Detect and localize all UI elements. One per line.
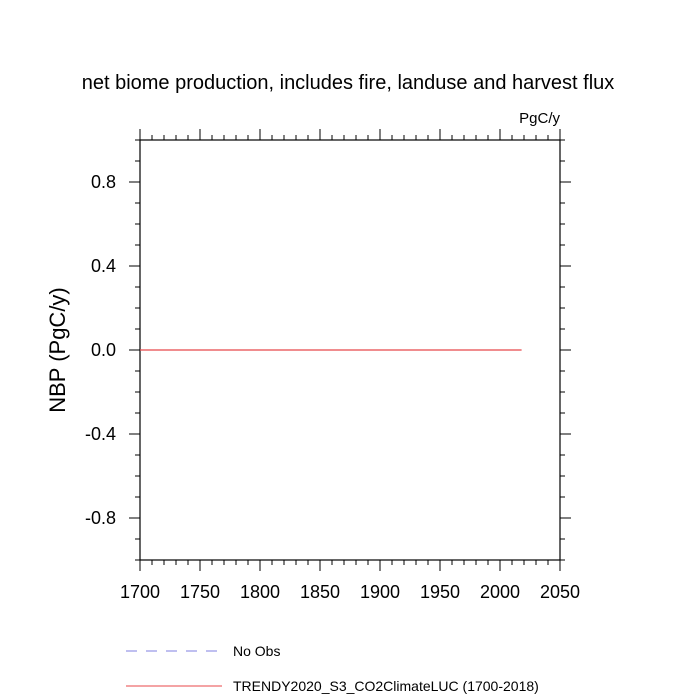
x-tick-label: 2000 [480,582,520,602]
legend-label-1: TRENDY2020_S3_CO2ClimateLUC (1700-2018) [233,678,539,694]
y-tick-label: 0.8 [91,172,116,192]
y-axis-label: NBP (PgC/y) [45,287,70,413]
legend-label-0: No Obs [233,643,280,659]
y-tick-label: -0.8 [85,508,116,528]
x-tick-label: 1900 [360,582,400,602]
x-tick-label: 1800 [240,582,280,602]
y-tick-label: 0.0 [91,340,116,360]
plot-area: 1700 1750 1800 1850 1900 1950 2000 2050 -0.8 -0.4… [85,129,580,602]
y-tick-label: -0.4 [85,424,116,444]
x-tick-label: 2050 [540,582,580,602]
chart-title: net biome production, includes fire, lan… [82,72,615,94]
x-tick-label: 1700 [120,582,160,602]
x-tick-label: 1850 [300,582,340,602]
y-tick-label: 0.4 [91,256,116,276]
x-tick-label: 1950 [420,582,460,602]
legend: No Obs TRENDY2020_S3_CO2ClimateLUC (1700-… [126,643,539,694]
x-tick-label: 1750 [180,582,220,602]
units-label: PgC/y [519,110,560,127]
